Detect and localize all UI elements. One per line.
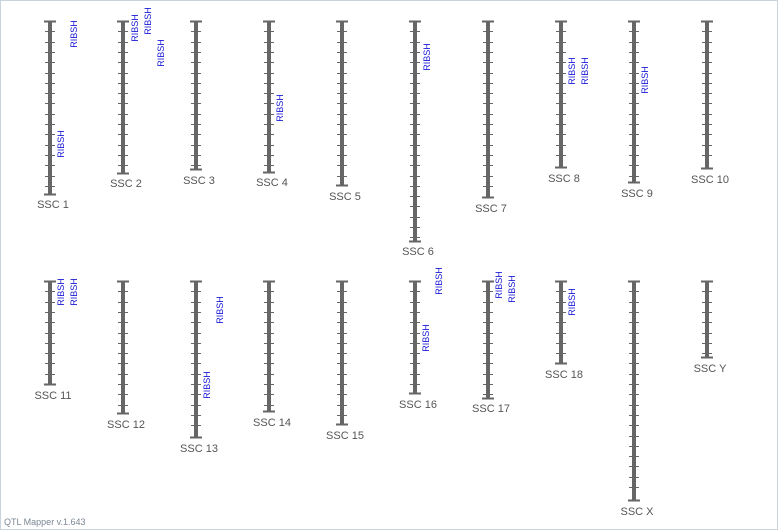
chromosome-label: SSC 18 <box>545 369 583 381</box>
chromosome-group[interactable]: SSC 5 <box>329 20 361 203</box>
chromosome-bar[interactable] <box>705 281 709 357</box>
chromosome-group[interactable]: SSC 15 <box>326 280 364 442</box>
chromosome-group[interactable]: SSC 14 <box>253 280 291 429</box>
qtl-label[interactable]: RIBSH <box>130 14 140 42</box>
chromosome-group[interactable]: SSC 1 RIBSH RIBSH <box>37 20 79 211</box>
chromosome-label: SSC 17 <box>472 403 510 415</box>
chromosome-label: SSC 5 <box>329 191 361 203</box>
qtl-label[interactable]: RIBSH <box>567 57 577 85</box>
chromosome-label: SSC 12 <box>107 419 145 431</box>
chromosome-label: SSC 8 <box>548 173 580 185</box>
chromosome-group[interactable]: SSC 18 RIBSH <box>545 280 583 381</box>
chromosome-bar[interactable] <box>632 281 636 500</box>
chromosome-group[interactable]: SSC Y <box>694 280 727 375</box>
qtl-label[interactable]: RIBSH <box>156 39 166 67</box>
chromosome-bar[interactable] <box>48 21 52 194</box>
chromosome-bar[interactable] <box>413 281 417 393</box>
qtl-label[interactable]: RIBSH <box>56 130 66 158</box>
chromosome-group[interactable]: SSC 7 <box>475 20 507 215</box>
chromosome-label: SSC 9 <box>621 188 653 200</box>
chromosome-label: SSC X <box>620 506 654 518</box>
qtl-label[interactable]: RIBSH <box>69 20 79 48</box>
qtl-label[interactable]: RIBSH <box>56 278 66 306</box>
chromosome-bar[interactable] <box>705 21 709 168</box>
chromosome-label: SSC 1 <box>37 199 69 211</box>
chromosome-bar[interactable] <box>340 281 344 424</box>
qtl-label[interactable]: RIBSH <box>143 7 153 35</box>
chromosome-label: SSC 16 <box>399 399 437 411</box>
chromosome-label: SSC 15 <box>326 430 364 442</box>
qtl-label[interactable]: RIBSH <box>507 275 517 303</box>
qtl-label[interactable]: RIBSH <box>69 278 79 306</box>
qtl-label[interactable]: RIBSH <box>275 94 285 122</box>
chromosome-label: SSC Y <box>694 363 727 375</box>
qtl-label[interactable]: RIBSH <box>494 271 504 299</box>
chromosome-group[interactable]: SSC X <box>620 280 654 518</box>
chromosome-group[interactable]: SSC 11 RIBSH RIBSH <box>34 278 79 402</box>
chromosome-bar[interactable] <box>486 21 490 197</box>
chromosome-group[interactable]: SSC 4 RIBSH <box>256 20 288 189</box>
qtl-label[interactable]: RIBSH <box>580 57 590 85</box>
chromosome-group[interactable]: SSC 12 <box>107 280 145 431</box>
qtl-label[interactable]: RIBSH <box>421 324 431 352</box>
qtl-label[interactable]: RIBSH <box>215 296 225 324</box>
qtl-label[interactable]: RIBSH <box>640 66 650 94</box>
chromosome-bar[interactable] <box>267 281 271 411</box>
chromosome-group[interactable]: SSC 16 RIBSH RIBSH <box>399 267 444 411</box>
qtl-label[interactable]: RIBSH <box>567 288 577 316</box>
chromosome-group[interactable]: SSC 6 RIBSH <box>402 20 434 258</box>
chromosome-label: SSC 11 <box>34 390 71 402</box>
chromosome-label: SSC 2 <box>110 178 142 190</box>
chromosome-group[interactable]: SSC 17 RIBSH RIBSH <box>472 271 517 415</box>
chromosome-label: SSC 6 <box>402 246 434 258</box>
chromosome-label: SSC 7 <box>475 203 507 215</box>
chromosome-bar[interactable] <box>413 21 417 241</box>
version-footer: QTL Mapper v.1.643 <box>4 517 86 527</box>
chromosome-group[interactable]: SSC 10 <box>691 20 729 186</box>
chromosome-label: SSC 3 <box>183 175 215 187</box>
qtl-label[interactable]: RIBSH <box>422 43 432 71</box>
chromosome-bar[interactable] <box>194 21 198 169</box>
chromosome-bar[interactable] <box>486 281 490 398</box>
chromosome-bar[interactable] <box>121 21 125 173</box>
chromosome-group[interactable]: SSC 3 <box>183 20 215 187</box>
qtl-label[interactable]: RIBSH <box>202 371 212 399</box>
qtl-label[interactable]: RIBSH <box>434 267 444 295</box>
chromosome-bar[interactable] <box>632 21 636 182</box>
chromosome-label: SSC 14 <box>253 417 291 429</box>
chromosome-group[interactable]: SSC 9 RIBSH <box>621 20 653 200</box>
chromosome-label: SSC 13 <box>180 443 218 455</box>
chromosome-group[interactable]: SSC 8 RIBSH RIBSH <box>548 20 590 185</box>
chromosome-bar[interactable] <box>121 281 125 413</box>
chromosome-bar[interactable] <box>194 281 198 437</box>
chromosome-bar[interactable] <box>48 281 52 384</box>
chromosome-group[interactable]: SSC 13 RIBSH RIBSH <box>180 280 225 455</box>
chromosome-bar[interactable] <box>267 21 271 172</box>
chromosome-label: SSC 4 <box>256 177 288 189</box>
chromosome-label: SSC 10 <box>691 174 729 186</box>
